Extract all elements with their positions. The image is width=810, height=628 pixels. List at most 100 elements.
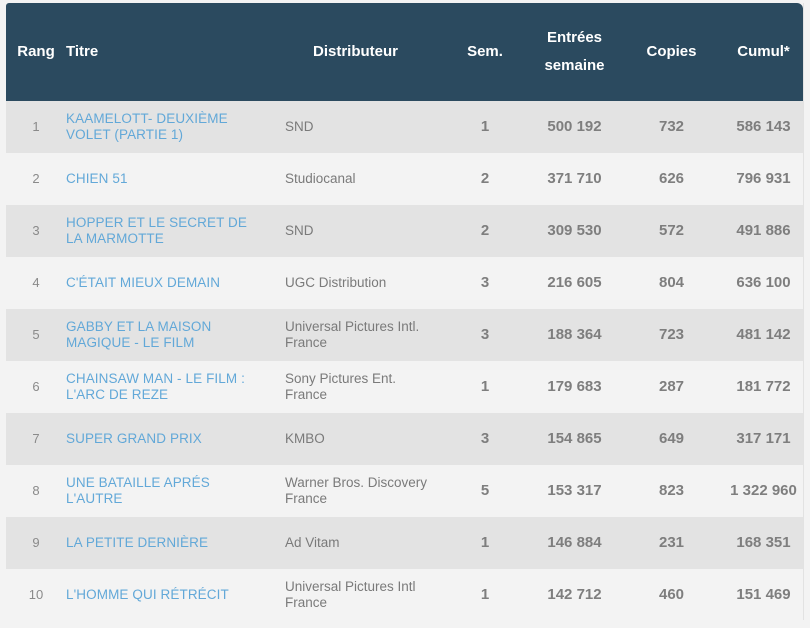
cell-titre: L'HOMME QUI RÉTRÉCIT (66, 569, 285, 621)
cell-cumul: 491 886 (736, 222, 791, 239)
film-title-link[interactable]: KAAMELOTT- DEUXIÈME VOLET (PARTIE 1) (66, 111, 228, 142)
header-entrees-semaine: Entrées semaine (530, 3, 619, 101)
cell-rang: 4 (32, 275, 40, 290)
cell-distributeur: SND (285, 205, 440, 257)
cell-sem: 5 (480, 482, 490, 499)
table-row: 8 UNE BATAILLE APRÉS L'AUTRE Warner Bros… (6, 465, 803, 517)
cell-sem: 3 (480, 430, 490, 447)
cell-distributeur: Warner Bros. Discovery France (285, 465, 440, 517)
cell-entrees: 188 364 (547, 326, 602, 343)
cell-rang: 2 (32, 171, 40, 186)
table-row: 5 GABBY ET LA MAISON MAGIQUE - LE FILM U… (6, 309, 803, 361)
cell-cumul: 796 931 (736, 170, 791, 187)
cell-sem: 1 (480, 118, 490, 135)
cell-rang: 6 (32, 379, 40, 394)
distributeur-text: KMBO (285, 431, 325, 446)
header-sem: Sem. (467, 43, 503, 60)
table-row: 9 LA PETITE DERNIÈRE Ad Vitam 1 146 884 … (6, 517, 803, 569)
box-office-table-container: Rang Titre Distributeur Sem. Entrées sem… (6, 3, 804, 621)
table-row: 4 C'ÉTAIT MIEUX DEMAIN UGC Distribution … (6, 257, 803, 309)
header-titre: Titre (66, 43, 99, 60)
cell-copies: 626 (658, 170, 685, 187)
header-cumul: Cumul* (737, 43, 790, 60)
distributeur-text: Studiocanal (285, 171, 356, 186)
header-row: Rang Titre Distributeur Sem. Entrées sem… (6, 3, 803, 101)
cell-cumul: 151 469 (736, 586, 791, 603)
cell-rang: 7 (32, 431, 40, 446)
cell-copies: 649 (658, 430, 685, 447)
cell-cumul: 1 322 960 (730, 482, 797, 499)
cell-rang: 10 (28, 587, 44, 602)
cell-copies: 732 (658, 118, 685, 135)
film-title-link[interactable]: UNE BATAILLE APRÉS L'AUTRE (66, 475, 210, 506)
cell-copies: 823 (658, 482, 685, 499)
cell-entrees: 154 865 (547, 430, 602, 447)
header-entrees-line1: Entrées (546, 29, 603, 46)
cell-titre: LA PETITE DERNIÈRE (66, 517, 285, 569)
cell-copies: 231 (658, 534, 685, 551)
cell-titre: C'ÉTAIT MIEUX DEMAIN (66, 257, 285, 309)
cell-distributeur: Studiocanal (285, 153, 440, 205)
cell-titre: KAAMELOTT- DEUXIÈME VOLET (PARTIE 1) (66, 101, 285, 153)
distributeur-text: Sony Pictures Ent. France (285, 371, 397, 402)
film-title-link[interactable]: CHAINSAW MAN - LE FILM : L'ARC DE REZE (66, 371, 245, 402)
film-title-link[interactable]: SUPER GRAND PRIX (66, 431, 202, 446)
cell-copies: 804 (658, 274, 685, 291)
cell-titre: UNE BATAILLE APRÉS L'AUTRE (66, 465, 285, 517)
film-title-link[interactable]: LA PETITE DERNIÈRE (66, 535, 209, 550)
cell-copies: 572 (658, 222, 685, 239)
box-office-table: Rang Titre Distributeur Sem. Entrées sem… (6, 3, 803, 621)
table-body: 1 KAAMELOTT- DEUXIÈME VOLET (PARTIE 1) S… (6, 101, 803, 621)
cell-titre: HOPPER ET LE SECRET DE LA MARMOTTE (66, 205, 285, 257)
film-title-link[interactable]: CHIEN 51 (66, 171, 128, 186)
table-row: 3 HOPPER ET LE SECRET DE LA MARMOTTE SND… (6, 205, 803, 257)
cell-sem: 1 (480, 534, 490, 551)
cell-sem: 2 (480, 170, 490, 187)
cell-distributeur: Universal Pictures Intl France (285, 569, 440, 621)
cell-copies: 287 (658, 378, 685, 395)
cell-entrees: 142 712 (547, 586, 602, 603)
cell-entrees: 153 317 (547, 482, 602, 499)
cell-titre: CHIEN 51 (66, 153, 285, 205)
cell-rang: 8 (32, 483, 40, 498)
table-header: Rang Titre Distributeur Sem. Entrées sem… (6, 3, 803, 101)
distributeur-text: SND (285, 119, 314, 134)
cell-cumul: 168 351 (736, 534, 791, 551)
distributeur-text: Universal Pictures Intl. France (285, 319, 420, 350)
table-row: 1 KAAMELOTT- DEUXIÈME VOLET (PARTIE 1) S… (6, 101, 803, 153)
film-title-link[interactable]: C'ÉTAIT MIEUX DEMAIN (66, 275, 221, 290)
table-row: 10 L'HOMME QUI RÉTRÉCIT Universal Pictur… (6, 569, 803, 621)
cell-distributeur: UGC Distribution (285, 257, 440, 309)
cell-distributeur: SND (285, 101, 440, 153)
film-title-link[interactable]: HOPPER ET LE SECRET DE LA MARMOTTE (66, 215, 248, 246)
cell-rang: 1 (32, 119, 40, 134)
cell-rang: 9 (32, 535, 40, 550)
cell-entrees: 500 192 (547, 118, 602, 135)
film-title-link[interactable]: L'HOMME QUI RÉTRÉCIT (66, 587, 229, 602)
cell-entrees: 309 530 (547, 222, 602, 239)
table-row: 6 CHAINSAW MAN - LE FILM : L'ARC DE REZE… (6, 361, 803, 413)
cell-entrees: 216 605 (547, 274, 602, 291)
cell-distributeur: KMBO (285, 413, 440, 465)
cell-sem: 3 (480, 326, 490, 343)
header-entrees-line2: semaine (544, 57, 605, 74)
cell-distributeur: Ad Vitam (285, 517, 440, 569)
header-distributeur: Distributeur (313, 43, 399, 60)
cell-entrees: 146 884 (547, 534, 602, 551)
distributeur-text: Ad Vitam (285, 535, 340, 550)
distributeur-text: Warner Bros. Discovery France (285, 475, 428, 506)
header-rang: Rang (17, 43, 55, 60)
header-copies: Copies (646, 43, 697, 60)
cell-sem: 1 (480, 586, 490, 603)
cell-distributeur: Universal Pictures Intl. France (285, 309, 440, 361)
film-title-link[interactable]: GABBY ET LA MAISON MAGIQUE - LE FILM (66, 319, 212, 350)
cell-rang: 3 (32, 223, 40, 238)
cell-cumul: 586 143 (736, 118, 791, 135)
cell-cumul: 317 171 (736, 430, 791, 447)
cell-copies: 723 (658, 326, 685, 343)
cell-cumul: 636 100 (736, 274, 791, 291)
cell-sem: 2 (480, 222, 490, 239)
cell-cumul: 181 772 (736, 378, 791, 395)
cell-sem: 3 (480, 274, 490, 291)
cell-rang: 5 (32, 327, 40, 342)
